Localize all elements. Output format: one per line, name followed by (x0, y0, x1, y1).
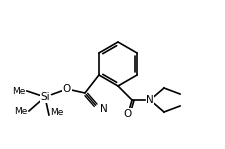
Text: Me: Me (50, 108, 63, 117)
Text: N: N (146, 95, 153, 105)
Text: O: O (123, 109, 132, 119)
Text: N: N (99, 104, 107, 114)
Text: Me: Me (14, 107, 28, 115)
Text: Si: Si (40, 92, 50, 102)
Text: O: O (63, 84, 71, 94)
Text: Me: Me (13, 87, 26, 96)
